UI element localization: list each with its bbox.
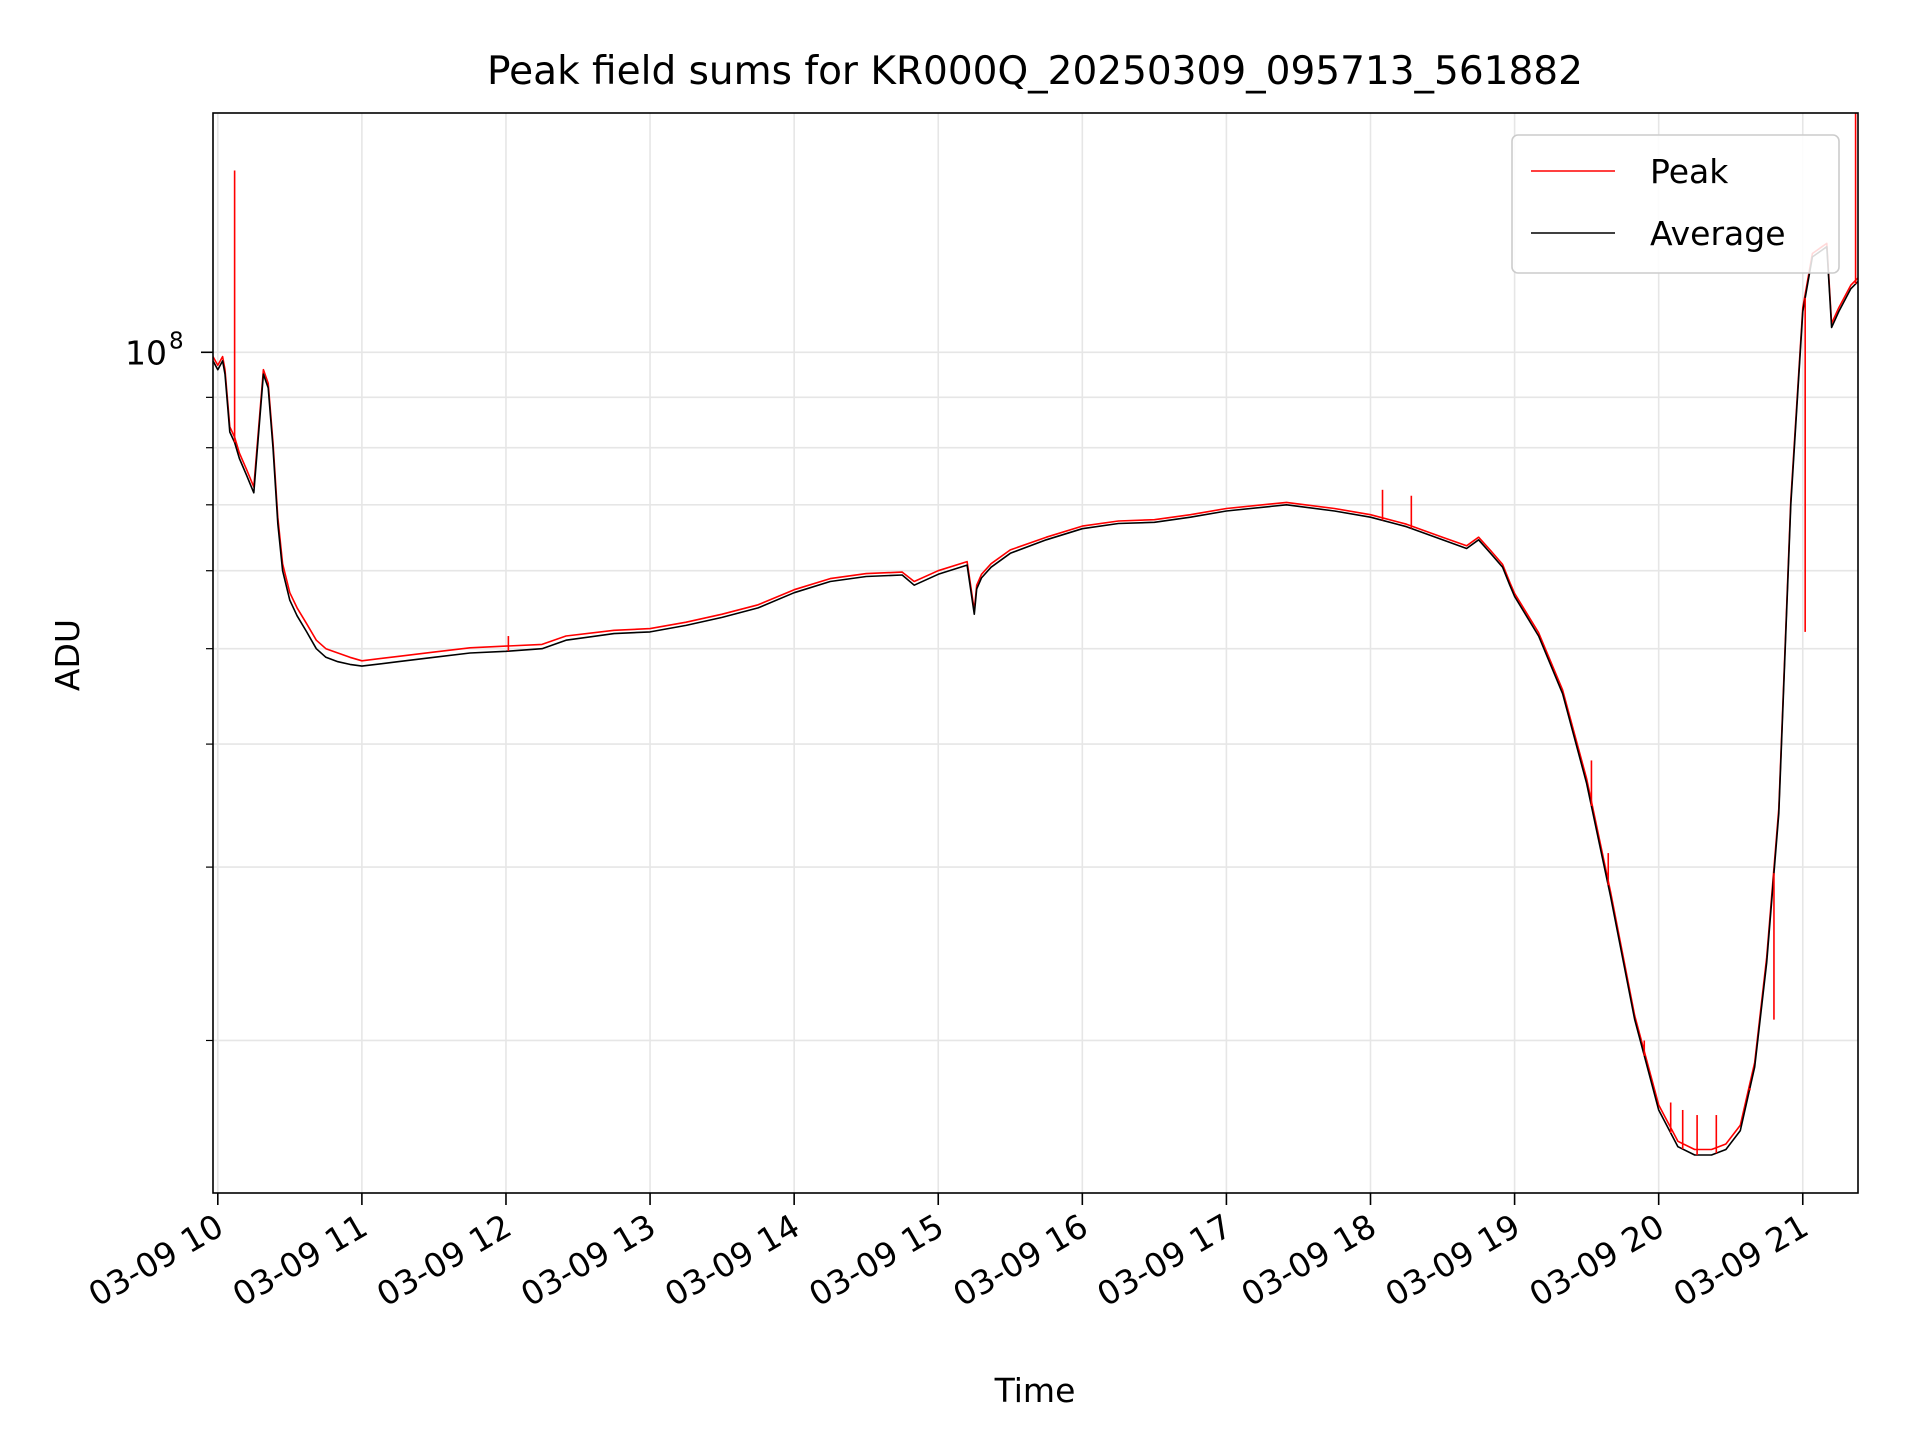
series-layer bbox=[212, 113, 1859, 1156]
grid bbox=[213, 113, 1858, 1193]
legend: Peak Average bbox=[1511, 134, 1840, 274]
y-tick-label-exponent: 8 bbox=[169, 328, 184, 354]
y-tick-label-base: 10 bbox=[125, 333, 167, 372]
legend-box bbox=[1511, 134, 1840, 274]
legend-label-peak: Peak bbox=[1650, 152, 1729, 191]
series-line-average bbox=[212, 245, 1859, 1156]
y-axis-label: ADU bbox=[48, 619, 87, 691]
plot-frame bbox=[212, 112, 1859, 1194]
chart-title: Peak field sums for KR000Q_20250309_0957… bbox=[487, 49, 1583, 94]
legend-label-average: Average bbox=[1650, 214, 1786, 253]
series-line-peak bbox=[212, 242, 1859, 1151]
x-axis-label: Time bbox=[994, 1371, 1076, 1410]
